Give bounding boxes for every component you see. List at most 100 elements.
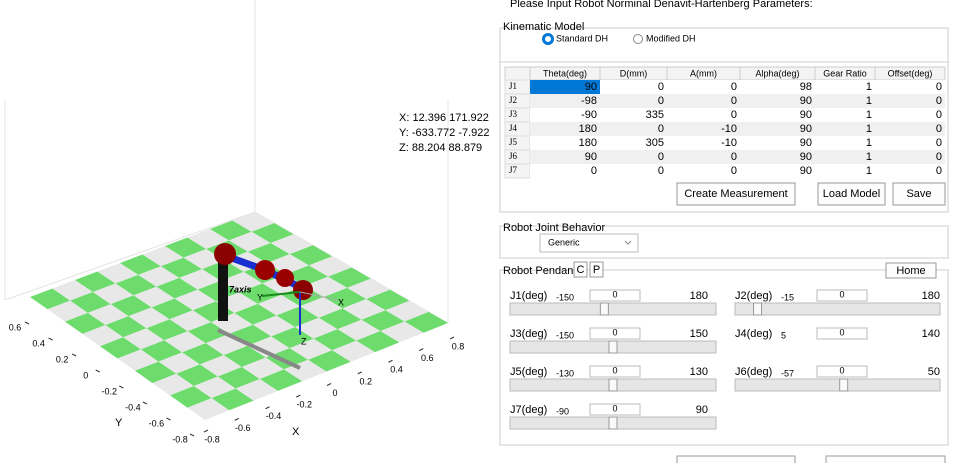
button[interactable]: [892, 182, 946, 206]
button[interactable]: [885, 262, 937, 279]
floor-tile: [265, 348, 309, 370]
value-box[interactable]: [816, 365, 868, 378]
slider-track[interactable]: [509, 302, 717, 316]
y-tick-label: 0.2: [56, 354, 69, 364]
radio[interactable]: [542, 33, 554, 45]
floor-tile: [247, 242, 290, 264]
value-box[interactable]: [816, 289, 868, 302]
readout: Y: -633.772 -7.922: [399, 127, 490, 139]
cell: 90: [800, 151, 812, 163]
y-tick: [142, 401, 148, 405]
floor-tile: [332, 340, 376, 362]
dropdown[interactable]: [539, 233, 639, 253]
value-box[interactable]: [816, 327, 868, 340]
joint-max: 180: [690, 290, 708, 302]
floor-tile: [200, 355, 242, 377]
joint-max: 140: [922, 328, 940, 340]
value-box[interactable]: [589, 327, 641, 340]
readout: X: 12.396 171.922: [399, 112, 489, 124]
joint-value: 0: [612, 365, 617, 375]
floor-tile: [82, 325, 124, 347]
x-tick-label: 0.2: [359, 376, 372, 386]
slider-track[interactable]: [734, 302, 941, 316]
floor-tile: [193, 376, 236, 399]
slider-thumb[interactable]: [753, 302, 763, 316]
floor-tile: [123, 328, 165, 350]
slider-thumb[interactable]: [608, 378, 618, 392]
button[interactable]: [825, 455, 946, 463]
floor-tile: [337, 319, 381, 341]
value-box[interactable]: [589, 365, 641, 378]
floor-tile: [151, 298, 193, 320]
floor-tile: [182, 343, 224, 365]
floor-tile: [100, 337, 141, 359]
slider-track[interactable]: [734, 378, 941, 392]
button[interactable]: [676, 455, 796, 463]
floor-tile: [211, 388, 254, 411]
joint-max: 130: [690, 366, 708, 378]
column-header: Offset(deg): [888, 68, 933, 78]
row-bg: [530, 108, 945, 122]
value-box[interactable]: [589, 403, 641, 416]
floor-tile: [97, 263, 139, 284]
x-tick-label: -0.6: [235, 423, 251, 433]
y-tick: [119, 385, 124, 389]
floor-tile: [169, 310, 212, 332]
cell: 1: [866, 137, 872, 149]
floor-tile: [318, 308, 362, 330]
x-tick: [326, 383, 332, 386]
x-tick-label: 0.4: [390, 365, 403, 375]
x-tick: [296, 394, 301, 398]
button[interactable]: [676, 182, 796, 206]
floor-tile: [174, 289, 217, 311]
slider-thumb[interactable]: [839, 378, 849, 392]
x-tick-label: -0.4: [266, 411, 282, 421]
cell: 0: [731, 165, 737, 177]
y-tick: [71, 353, 77, 357]
floor-tile: [146, 319, 188, 341]
cell: 0: [936, 81, 942, 93]
y-tick: [189, 433, 195, 437]
row-bg: [530, 80, 945, 94]
joint-value: 0: [612, 327, 617, 337]
y-tick-label: -0.6: [149, 418, 165, 428]
floor-tile: [252, 315, 296, 337]
floor-tile: [70, 292, 111, 313]
row-bg: [530, 94, 945, 108]
slider-thumb[interactable]: [599, 302, 609, 316]
row-header: J2: [509, 95, 517, 105]
floor-tile: [152, 373, 194, 396]
button[interactable]: [817, 182, 886, 206]
value-box[interactable]: [589, 289, 641, 302]
cell: 1: [866, 165, 872, 177]
floor-tile: [110, 295, 152, 317]
button[interactable]: [573, 261, 588, 278]
robot-label: 7axis: [229, 284, 252, 294]
radio-label: Standard DH: [556, 33, 608, 43]
y-tick: [166, 417, 171, 421]
column-header: A(mm): [690, 68, 717, 78]
slider-thumb[interactable]: [608, 340, 618, 354]
cell: 90: [800, 123, 812, 135]
slider-thumb[interactable]: [608, 416, 618, 430]
floor-tile: [347, 278, 391, 300]
floor-tile: [276, 306, 319, 328]
button[interactable]: [589, 261, 604, 278]
radio-label: Modified DH: [646, 33, 696, 43]
floor-tile: [380, 321, 424, 343]
cell: 90: [800, 165, 812, 177]
cell: -10: [721, 123, 737, 135]
x-tick: [234, 417, 239, 421]
floor-tile: [47, 300, 88, 322]
y-tick-label: -0.4: [125, 402, 141, 412]
column-header: Gear Ratio: [823, 68, 867, 78]
radio[interactable]: [633, 34, 643, 44]
floor-tile: [308, 350, 351, 372]
cell: 0: [731, 151, 737, 163]
joint-min: -130: [556, 368, 574, 378]
cell: 180: [579, 137, 597, 149]
joint-min: -150: [556, 292, 574, 302]
joint-label: J6(deg): [735, 366, 772, 378]
joint-label: J3(deg): [510, 328, 547, 340]
cell: 0: [936, 137, 942, 149]
